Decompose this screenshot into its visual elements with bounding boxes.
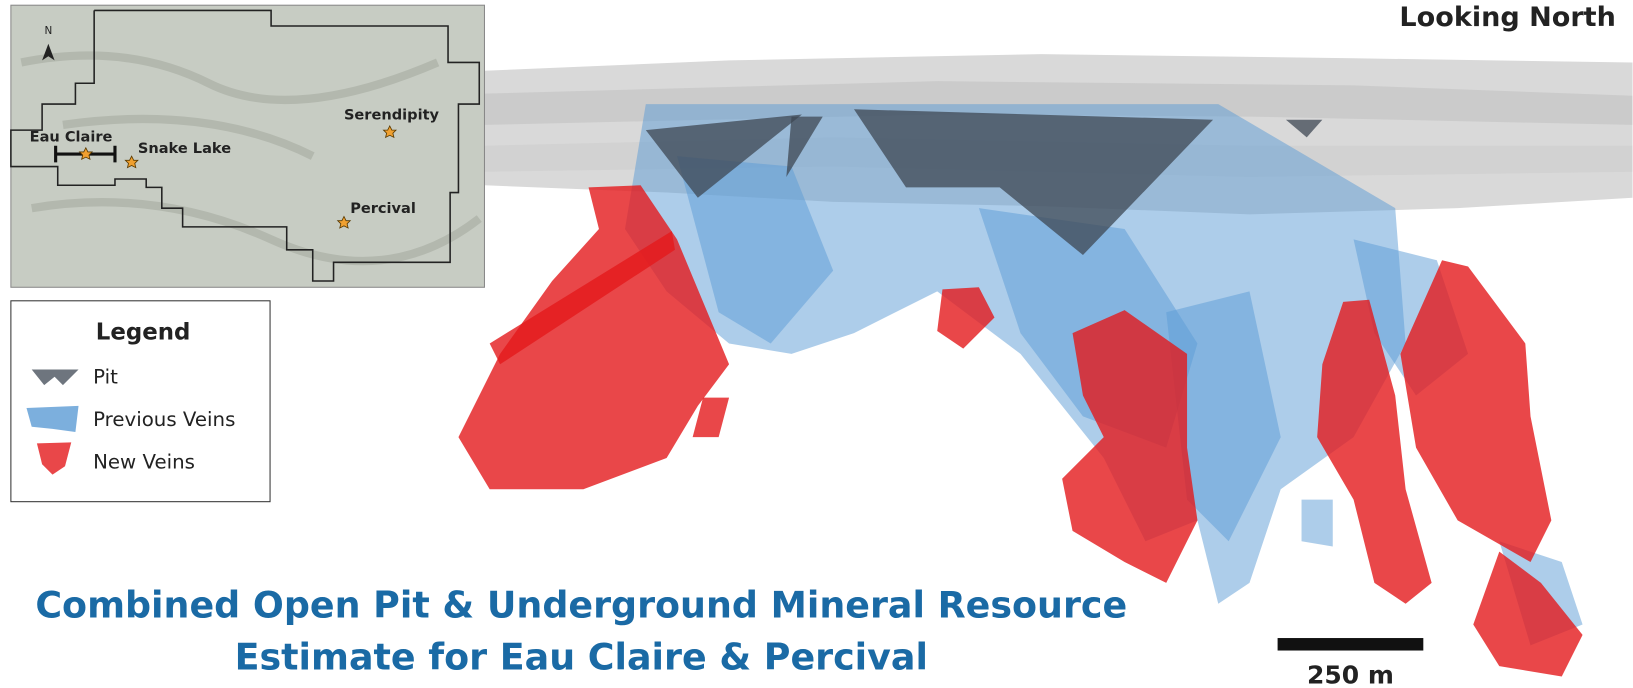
legend-title: Legend (96, 320, 191, 346)
scale-bar (1277, 638, 1424, 651)
vein (937, 287, 995, 349)
vein (677, 156, 834, 344)
vein (1400, 260, 1552, 563)
legend-label: Previous Veins (93, 408, 235, 431)
site-label: Snake Lake (138, 140, 231, 157)
vein (1473, 551, 1583, 677)
vein (458, 185, 730, 490)
site-star (78, 146, 94, 161)
north-arrow (42, 43, 55, 61)
pit (645, 114, 802, 198)
inset-map: N Eau Claire Snake Lake Serendipity Perc… (10, 4, 485, 288)
site-label: Percival (350, 200, 416, 217)
vein (692, 397, 730, 438)
vein (1317, 299, 1432, 604)
map-frame (10, 4, 485, 288)
site-star (336, 215, 352, 229)
view-label: Looking North (1399, 2, 1615, 33)
legend-label: Pit (93, 365, 118, 388)
pit (786, 116, 823, 177)
scale-label: 250 m (1307, 661, 1394, 688)
title-line: Estimate for Eau Claire & Percival (235, 635, 928, 678)
map-texture (20, 51, 482, 266)
pit (1285, 119, 1323, 138)
legend-swatch (26, 405, 79, 432)
pit (853, 109, 1214, 256)
vein (1301, 499, 1333, 547)
site-label: Eau Claire (30, 128, 113, 145)
vein (489, 231, 675, 365)
north-label: N (44, 25, 52, 37)
new-veins (458, 185, 1583, 677)
legend-label: New Veins (93, 451, 195, 474)
site-label: Serendipity (344, 107, 440, 124)
vein (1166, 291, 1281, 542)
property-boundary (10, 9, 481, 282)
site-star (382, 125, 398, 139)
site-markers (78, 125, 398, 229)
site-star (124, 155, 139, 169)
legend-swatch (36, 442, 72, 475)
title-line: Combined Open Pit & Underground Mineral … (35, 583, 1127, 626)
pits (645, 109, 1323, 256)
legend: Legend Pit Previous Veins New Veins (10, 300, 271, 503)
vein (1062, 310, 1198, 583)
